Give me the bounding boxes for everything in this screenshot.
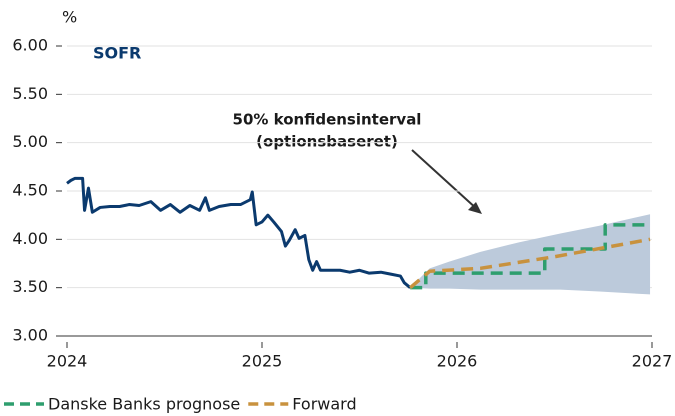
y-tick-label: 3.50 (12, 277, 48, 296)
y-tick-label: 5.50 (12, 84, 48, 103)
legend-label: Danske Banks prognose (48, 395, 240, 414)
y-unit: % (62, 8, 77, 27)
x-tick-label: 2024 (47, 352, 88, 371)
y-tick-label: 4.50 (12, 181, 48, 200)
y-tick-label: 5.00 (12, 132, 48, 151)
series-line (409, 237, 651, 290)
chart-title: SOFR (93, 44, 141, 63)
series-line (66, 176, 412, 289)
y-tick-label: 3.00 (12, 326, 48, 345)
annotation: 50% konfidensinterval (233, 111, 422, 129)
x-tick-label: 2025 (242, 352, 283, 371)
x-tick-label: 2027 (632, 352, 673, 371)
y-tick-label: 6.00 (12, 36, 48, 55)
arrow-head (468, 202, 482, 214)
annotation-arrow (411, 149, 479, 211)
y-tick-label: 4.00 (12, 229, 48, 248)
series-line (410, 223, 651, 290)
confidence-band (410, 214, 651, 295)
x-tick-label: 2026 (437, 352, 478, 371)
annotation: (optionsbaseret) (256, 133, 398, 151)
legend-label: Forward (292, 395, 356, 414)
